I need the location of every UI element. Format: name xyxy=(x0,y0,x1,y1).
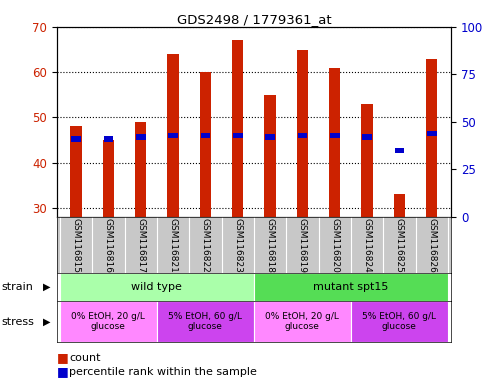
Text: ▶: ▶ xyxy=(43,316,51,327)
Text: wild type: wild type xyxy=(132,282,182,292)
Title: GDS2498 / 1779361_at: GDS2498 / 1779361_at xyxy=(176,13,331,26)
Bar xyxy=(361,104,373,217)
Text: 5% EtOH, 60 g/L
glucose: 5% EtOH, 60 g/L glucose xyxy=(169,312,243,331)
Text: GSM116818: GSM116818 xyxy=(266,218,275,273)
Bar xyxy=(265,134,275,140)
Text: GSM116815: GSM116815 xyxy=(71,218,80,273)
Text: GSM116820: GSM116820 xyxy=(330,218,339,273)
Bar xyxy=(71,136,81,142)
Bar xyxy=(254,273,448,301)
Bar xyxy=(426,59,437,217)
Text: GSM116822: GSM116822 xyxy=(201,218,210,273)
Bar xyxy=(70,126,82,217)
Bar xyxy=(168,54,179,217)
Bar xyxy=(297,50,308,217)
Bar xyxy=(233,132,243,138)
Text: 5% EtOH, 60 g/L
glucose: 5% EtOH, 60 g/L glucose xyxy=(362,312,436,331)
Bar xyxy=(394,148,404,153)
Bar xyxy=(264,95,276,217)
Bar xyxy=(427,131,436,136)
Text: GSM116826: GSM116826 xyxy=(427,218,436,273)
Text: percentile rank within the sample: percentile rank within the sample xyxy=(69,367,257,377)
Bar xyxy=(362,134,372,140)
Bar xyxy=(351,301,448,342)
Text: strain: strain xyxy=(1,282,33,292)
Text: GSM116825: GSM116825 xyxy=(395,218,404,273)
Bar xyxy=(135,122,146,217)
Bar xyxy=(103,140,114,217)
Bar xyxy=(201,132,210,138)
Text: GSM116816: GSM116816 xyxy=(104,218,113,273)
Bar xyxy=(136,134,145,140)
Text: ▶: ▶ xyxy=(43,282,51,292)
Text: stress: stress xyxy=(1,316,34,327)
Bar xyxy=(254,301,351,342)
Bar xyxy=(394,194,405,217)
Text: ■: ■ xyxy=(57,351,69,364)
Bar xyxy=(298,132,307,138)
Bar xyxy=(330,132,340,138)
Bar xyxy=(232,40,244,217)
Text: GSM116821: GSM116821 xyxy=(169,218,177,273)
Bar xyxy=(168,132,178,138)
Bar xyxy=(329,68,340,217)
Bar xyxy=(60,273,254,301)
Bar xyxy=(157,301,254,342)
Text: GSM116817: GSM116817 xyxy=(136,218,145,273)
Text: 0% EtOH, 20 g/L
glucose: 0% EtOH, 20 g/L glucose xyxy=(265,312,339,331)
Text: count: count xyxy=(69,353,101,363)
Bar xyxy=(104,136,113,142)
Bar xyxy=(60,301,157,342)
Text: mutant spt15: mutant spt15 xyxy=(313,282,388,292)
Bar xyxy=(200,72,211,217)
Text: 0% EtOH, 20 g/L
glucose: 0% EtOH, 20 g/L glucose xyxy=(71,312,145,331)
Text: ■: ■ xyxy=(57,365,69,378)
Text: GSM116823: GSM116823 xyxy=(233,218,242,273)
Text: GSM116819: GSM116819 xyxy=(298,218,307,273)
Text: GSM116824: GSM116824 xyxy=(362,218,372,273)
